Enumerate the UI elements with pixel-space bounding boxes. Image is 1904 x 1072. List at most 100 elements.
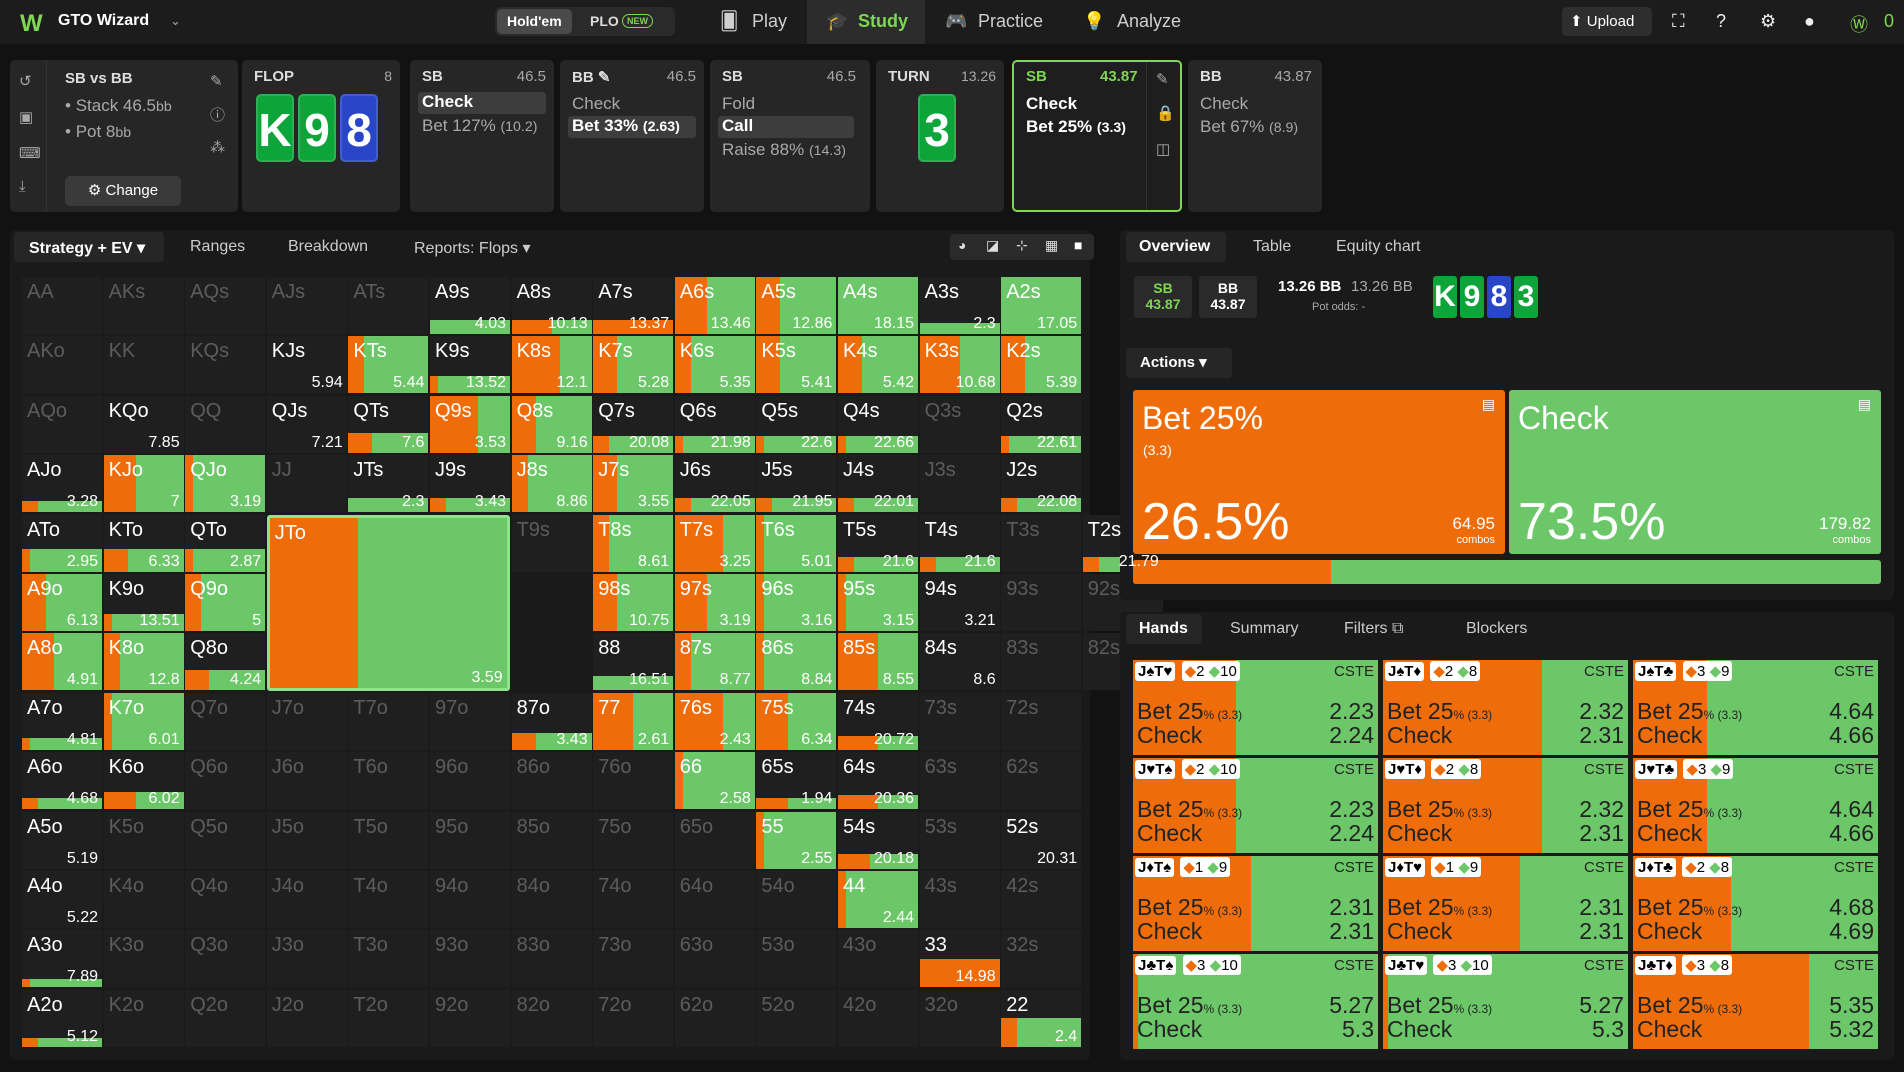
hand-cell[interactable]: AKs: [103, 277, 184, 334]
hand-cell[interactable]: 83s: [1001, 633, 1082, 691]
tab-strategy-ev[interactable]: Strategy + EV ▾: [29, 240, 146, 257]
hand-cell[interactable]: A7o 4.81: [22, 692, 102, 750]
hand-cell[interactable]: 55 2.55: [756, 811, 837, 869]
hand-cell[interactable]: 53o: [756, 930, 837, 988]
hand-cell[interactable]: 32s: [1001, 930, 1082, 988]
action-call[interactable]: Call: [718, 116, 854, 138]
tab-reports-flops[interactable]: Reports: Flops ▾: [414, 240, 531, 257]
hand-cell[interactable]: A6s 13.46: [674, 277, 755, 334]
nav-study[interactable]: Study: [858, 11, 909, 31]
hand-cell[interactable]: Q5o: [185, 811, 266, 869]
hand-cell[interactable]: 53s: [919, 811, 1000, 869]
hand-cell[interactable]: Q7s 20.08: [593, 395, 674, 453]
hand-cell[interactable]: J5s 21.95: [756, 455, 837, 513]
hand-combo-card[interactable]: J♠T♣ ◆3 ◆9 CSTE Bet 25% (3.3) 4.64 Check 4.66: [1633, 660, 1878, 755]
account-icon[interactable]: ●: [1804, 11, 1815, 31]
hand-cell[interactable]: QJs 7.21: [266, 395, 347, 453]
bb-action-panel-2[interactable]: BB 43.87 Check Bet 67% (8.9): [1188, 60, 1322, 212]
action-fold[interactable]: Fold: [722, 94, 756, 113]
hand-cell[interactable]: ATo 2.95: [22, 514, 102, 572]
bb-action-panel-1[interactable]: BB ✎ 46.5 Check Bet 33% (2.63): [560, 60, 704, 212]
lock-icon[interactable]: 🔒: [1156, 105, 1175, 122]
hand-combo-card[interactable]: J♦T♥ ◆1 ◆9 CSTE Bet 25% (3.3) 2.31 Check 2.31: [1383, 856, 1628, 951]
hand-cell[interactable]: AJs: [266, 277, 347, 334]
wizard-logo-icon[interactable]: W: [20, 10, 43, 37]
hand-cell[interactable]: 97s 3.19: [674, 574, 755, 631]
hand-cell[interactable]: 62s: [1001, 752, 1082, 810]
hand-cell[interactable]: 73s: [919, 692, 1000, 750]
hand-cell[interactable]: A7s 13.37: [593, 277, 674, 334]
credits-icon[interactable]: Ⓦ: [1850, 15, 1868, 35]
hand-cell[interactable]: AQs: [185, 277, 266, 334]
hand-cell[interactable]: 76o: [593, 752, 674, 810]
upload-button[interactable]: ⬆ Upload: [1562, 7, 1652, 36]
hand-cell[interactable]: 72s: [1001, 692, 1082, 750]
action-check[interactable]: Check: [1200, 94, 1249, 113]
hand-combo-card[interactable]: J♥T♦ ◆2 ◆8 CSTE Bet 25% (3.3) 2.32 Check 2.31: [1383, 758, 1628, 853]
hand-cell[interactable]: K4s 5.42: [838, 336, 918, 394]
hand-cell[interactable]: 95o: [430, 811, 510, 869]
nav-practice[interactable]: Practice: [978, 11, 1044, 31]
hand-cell[interactable]: J9s 3.43: [430, 455, 510, 513]
hand-cell[interactable]: 86s 8.84: [756, 633, 837, 691]
hand-cell[interactable]: 65s 1.94: [756, 752, 837, 810]
hand-cell[interactable]: KK: [103, 336, 184, 394]
hand-cell[interactable]: KQo 7.85: [103, 395, 184, 453]
tab-filters[interactable]: Filters ⧉: [1344, 620, 1404, 637]
tab-table[interactable]: Table: [1253, 238, 1292, 255]
hand-cell[interactable]: 88 16.51: [593, 633, 674, 691]
tab-blockers[interactable]: Blockers: [1466, 620, 1528, 637]
tab-hands[interactable]: Hands: [1139, 620, 1188, 637]
hand-cell[interactable]: K3s 10.68: [919, 336, 1000, 394]
hand-cell[interactable]: K9s 13.52: [430, 336, 510, 394]
hand-cell[interactable]: 96s 3.16: [756, 574, 837, 631]
hand-cell[interactable]: T4o: [348, 871, 429, 928]
hand-cell[interactable]: Q3s: [919, 395, 1000, 453]
hand-cell[interactable]: A4o 5.22: [22, 871, 102, 928]
tab-holdem[interactable]: Hold'em: [497, 9, 572, 34]
hand-cell[interactable]: 52o: [756, 989, 837, 1047]
info-icon[interactable]: ⓘ: [210, 107, 226, 124]
hand-cell[interactable]: 73o: [593, 930, 674, 988]
hand-cell[interactable]: A9o 6.13: [22, 574, 102, 631]
hand-cell[interactable]: 97o: [430, 692, 510, 750]
hand-cell[interactable]: A2s 17.05: [1001, 277, 1082, 334]
hand-combo-card[interactable]: J♥T♣ ◆3 ◆9 CSTE Bet 25% (3.3) 4.64 Check 4.66: [1633, 758, 1878, 853]
tab-breakdown[interactable]: Breakdown: [288, 238, 369, 255]
hand-cell[interactable]: A8o 4.91: [22, 633, 102, 691]
hand-cell[interactable]: 22 2.4: [1001, 989, 1082, 1047]
sb-action-panel-2[interactable]: SB 46.5 Fold Call Raise 88% (14.3): [710, 60, 870, 212]
hand-cell[interactable]: J6o: [266, 752, 347, 810]
hand-cell[interactable]: KQs: [185, 336, 266, 394]
hand-cell[interactable]: 44 2.44: [838, 871, 918, 928]
hand-cell[interactable]: 72o: [593, 989, 674, 1047]
hand-cell[interactable]: K8o 12.8: [103, 633, 184, 691]
hand-cell[interactable]: Q6s 21.98: [674, 395, 755, 453]
hand-cell[interactable]: 64s 20.36: [838, 752, 918, 810]
hand-cell[interactable]: 52s 20.31: [1001, 811, 1082, 869]
hand-cell[interactable]: QTo 2.87: [185, 514, 266, 572]
hand-cell[interactable]: K5o: [103, 811, 184, 869]
hand-cell[interactable]: 84o: [511, 871, 592, 928]
hand-cell[interactable]: J8s 8.86: [511, 455, 592, 513]
tab-equity-chart[interactable]: Equity chart: [1336, 238, 1421, 255]
hand-cell[interactable]: 42o: [838, 989, 918, 1047]
hand-cell[interactable]: T3s: [1001, 514, 1082, 572]
flop-panel[interactable]: FLOP 8 K 9 8: [242, 60, 400, 212]
pencil-icon[interactable]: ✎: [1156, 71, 1169, 88]
hand-cell[interactable]: 63s: [919, 752, 1000, 810]
hand-cell[interactable]: T6s 5.01: [756, 514, 837, 572]
grid-view-icon[interactable]: ▦: [1045, 237, 1059, 253]
hand-cell[interactable]: K7o 6.01: [103, 692, 184, 750]
hand-cell[interactable]: 93o: [430, 930, 510, 988]
hand-cell[interactable]: 98s 10.75: [593, 574, 674, 631]
action-check[interactable]: Check: [1026, 94, 1078, 113]
hand-cell[interactable]: 43o: [838, 930, 918, 988]
hand-cell[interactable]: AJo 3.28: [22, 455, 102, 513]
hand-cell[interactable]: T6o: [348, 752, 429, 810]
hand-cell[interactable]: 85s 8.55: [838, 633, 918, 691]
hand-cell[interactable]: A5o 5.19: [22, 811, 102, 869]
hand-cell[interactable]: Q7o: [185, 692, 266, 750]
hand-cell[interactable]: 64o: [674, 871, 755, 928]
hand-cell[interactable]: J7o: [266, 692, 347, 750]
